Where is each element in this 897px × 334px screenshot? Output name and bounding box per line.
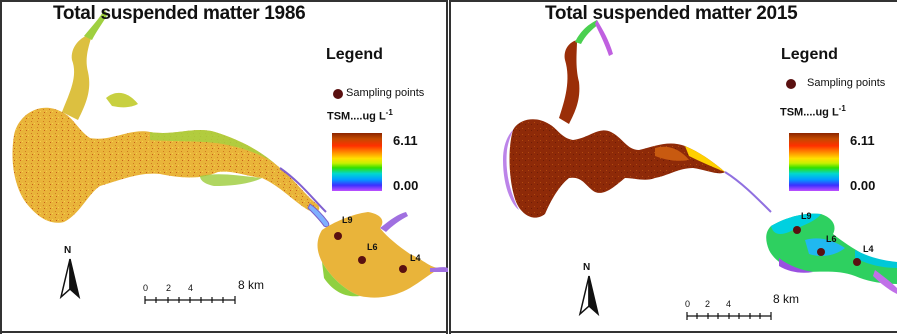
- point-label-L9: L9: [342, 215, 353, 225]
- scale-bar-1986: [144, 296, 236, 304]
- frame-top: [0, 0, 448, 2]
- scale-tick-4: 4: [726, 299, 732, 309]
- north-arrow-icon: [59, 258, 81, 300]
- sampling-point-L9: [793, 226, 801, 234]
- sampling-legend-symbol: [333, 89, 343, 99]
- sampling-points-label: Sampling points: [346, 87, 425, 99]
- map-panel-2015: Total suspended matter 2015 Legend Sampl…: [449, 0, 897, 334]
- scale-tick-0: 0: [143, 283, 149, 293]
- map-title: Total suspended matter 2015: [545, 3, 798, 24]
- frame-left: [449, 0, 451, 334]
- north-label: N: [64, 245, 72, 256]
- north-label: N: [583, 262, 591, 273]
- tsm-color-ramp: [789, 133, 839, 191]
- map-title: Total suspended matter 1986: [53, 3, 306, 24]
- point-label-L6: L6: [826, 234, 837, 244]
- north-arrow-icon: [578, 275, 600, 317]
- sampling-point-L9: [334, 232, 342, 240]
- legend-title: Legend: [326, 46, 383, 63]
- scale-bar-2015: [686, 312, 772, 320]
- sampling-point-L4: [853, 258, 861, 266]
- reservoir-body-2015: [509, 119, 725, 218]
- sampling-point-L6: [358, 256, 366, 264]
- reservoir-map-1986: [12, 10, 448, 304]
- tsm-unit-label: TSM....ug L-1: [780, 104, 846, 119]
- frame-top: [449, 0, 897, 2]
- north-arm-2015: [559, 40, 580, 124]
- legend-min-value: 0.00: [850, 178, 876, 193]
- frame-right: [446, 0, 448, 334]
- legend-max-value: 6.11: [393, 133, 418, 148]
- legend-title: Legend: [781, 46, 838, 63]
- sampling-point-L4: [399, 265, 407, 273]
- lower-basin-1986: [317, 212, 440, 298]
- tsm-color-ramp: [332, 133, 382, 191]
- scale-tick-2: 2: [166, 283, 172, 293]
- scale-tick-0: 0: [685, 299, 691, 309]
- legend-max-value: 6.11: [850, 133, 875, 148]
- reservoir-map-2015: [503, 20, 897, 320]
- frame-left: [0, 0, 2, 334]
- scale-end-label: 8 km: [773, 292, 800, 306]
- scale-end-label: 8 km: [238, 278, 265, 292]
- sampling-point-L6: [817, 248, 825, 256]
- sampling-points-label: Sampling points: [807, 77, 886, 89]
- tsm-unit-label: TSM....ug L-1: [327, 108, 393, 123]
- frame-bottom: [0, 331, 448, 333]
- point-label-L6: L6: [367, 242, 378, 252]
- point-label-L4: L4: [863, 244, 874, 254]
- frame-bottom: [449, 331, 897, 333]
- scale-tick-2: 2: [705, 299, 711, 309]
- map-panel-1986: Total suspended matter 1986 Legend Sampl…: [0, 0, 448, 334]
- legend-min-value: 0.00: [393, 178, 419, 193]
- scale-tick-4: 4: [188, 283, 194, 293]
- point-label-L9: L9: [801, 211, 812, 221]
- reservoir-body-1986: [12, 107, 320, 223]
- north-arm-1986: [62, 34, 92, 120]
- point-label-L4: L4: [410, 253, 421, 263]
- sampling-legend-symbol: [786, 79, 796, 89]
